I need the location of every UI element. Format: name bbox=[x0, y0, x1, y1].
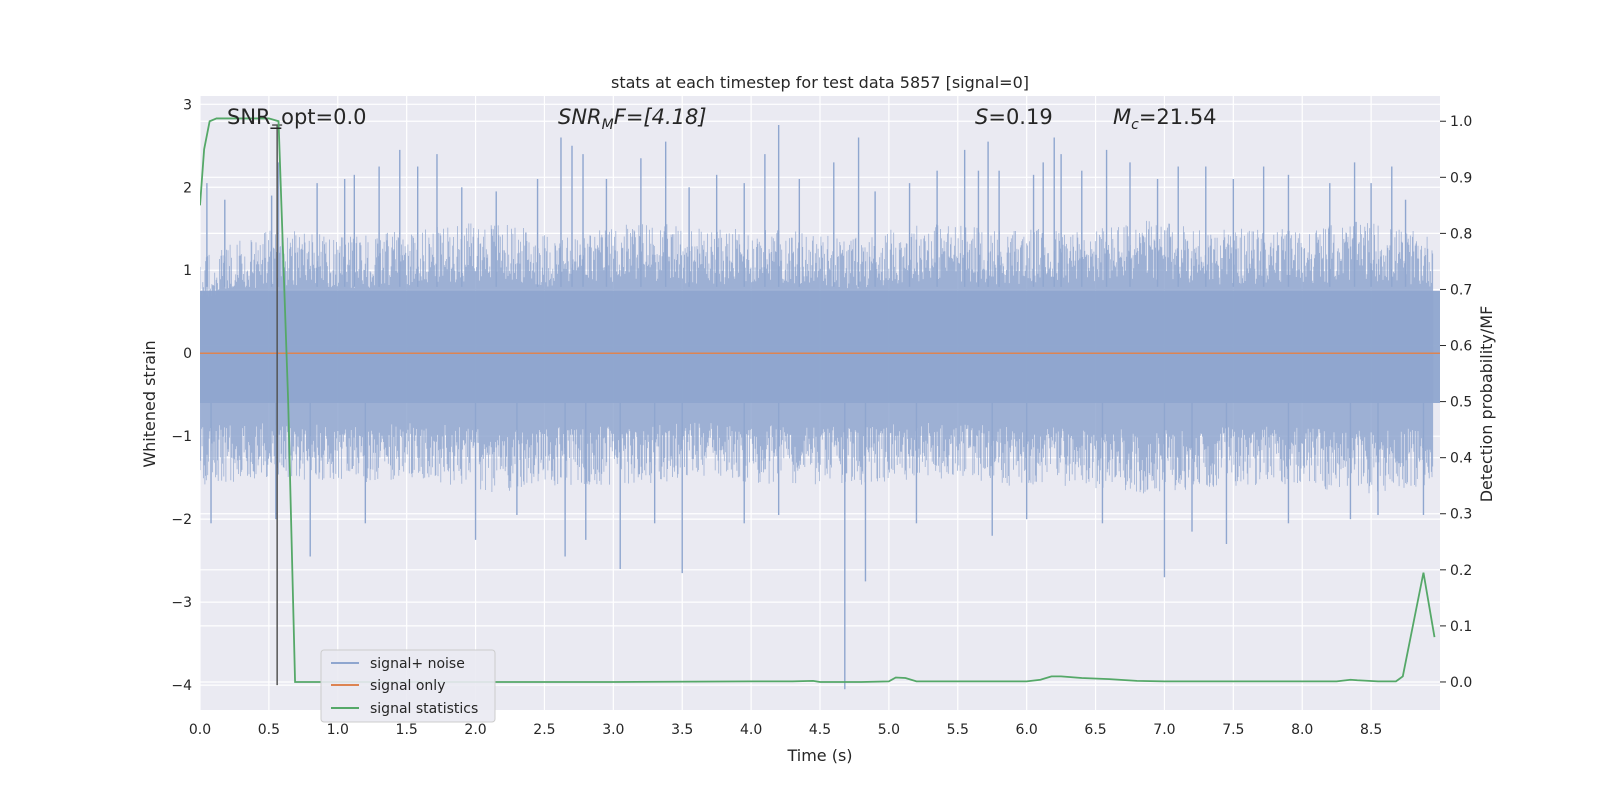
snr-mf-annotation: SNRMF=[4.18] bbox=[558, 105, 707, 133]
chart-title: stats at each timestep for test data 585… bbox=[611, 73, 1029, 92]
x-tick-label: 2.5 bbox=[533, 722, 555, 738]
y-right-tick-label: 0.1 bbox=[1450, 619, 1472, 635]
x-tick-label: 5.0 bbox=[878, 722, 900, 738]
x-axis-ticks: 0.0 0.5 1.0 1.5 2.0 2.5 3.0 3.5 4.0 4.5 5.0 5.5 6.0 6… bbox=[189, 722, 1382, 738]
x-tick-label: 0.5 bbox=[258, 722, 280, 738]
x-tick-label: 7.0 bbox=[1153, 722, 1175, 738]
x-tick-label: 6.5 bbox=[1084, 722, 1106, 738]
y-right-tick-label: 0.9 bbox=[1450, 170, 1472, 186]
s-symbol: S bbox=[975, 105, 988, 129]
mc-value: =21.54 bbox=[1139, 105, 1217, 129]
y-left-tick-label: −4 bbox=[171, 678, 192, 694]
snr-mf-subscript: M bbox=[602, 117, 614, 133]
x-tick-label: 2.0 bbox=[464, 722, 486, 738]
y-left-tick-label: 2 bbox=[183, 180, 192, 196]
x-tick-label: 1.0 bbox=[327, 722, 349, 738]
y-right-tick-label: 0.4 bbox=[1450, 451, 1472, 467]
y-left-tick-label: −3 bbox=[171, 595, 192, 611]
y-right-tick-label: 0.8 bbox=[1450, 226, 1472, 242]
x-tick-label: 5.5 bbox=[947, 722, 969, 738]
y-right-tick-label: 0.3 bbox=[1450, 507, 1472, 523]
y-right-tick-label: 0.0 bbox=[1450, 675, 1472, 691]
y-right-tick-label: 0.7 bbox=[1450, 282, 1472, 298]
x-tick-label: 4.5 bbox=[809, 722, 831, 738]
y-right-tick-label: 0.6 bbox=[1450, 339, 1472, 355]
mc-symbol: M bbox=[1113, 105, 1131, 129]
y-axis-right-label: Detection probability/MF bbox=[1477, 306, 1496, 503]
y-axis-right-ticks: 1.0 0.9 0.8 0.7 0.6 0.5 0.4 0.3 0.2 0.1 0.0 bbox=[1440, 114, 1472, 691]
y-axis-left-label: Whitened strain bbox=[140, 340, 159, 467]
y-left-tick-label: −2 bbox=[171, 512, 192, 528]
y-right-tick-label: 1.0 bbox=[1450, 114, 1472, 130]
x-tick-label: 8.5 bbox=[1360, 722, 1382, 738]
x-tick-label: 3.0 bbox=[602, 722, 624, 738]
legend-label-stats: signal statistics bbox=[370, 701, 478, 717]
legend-label-signal: signal only bbox=[370, 678, 445, 694]
series-lines bbox=[200, 117, 1440, 686]
x-axis-label: Time (s) bbox=[786, 746, 852, 765]
y-left-tick-label: 1 bbox=[183, 263, 192, 279]
y-left-tick-label: −1 bbox=[171, 429, 192, 445]
snr-opt-annotation: SNR_opt=0.0 bbox=[227, 105, 367, 130]
x-tick-label: 4.0 bbox=[740, 722, 762, 738]
x-tick-label: 7.5 bbox=[1222, 722, 1244, 738]
signal-statistics-line bbox=[200, 117, 1436, 683]
x-tick-label: 1.5 bbox=[396, 722, 418, 738]
legend-box bbox=[320, 649, 496, 723]
signal-noise-series bbox=[200, 125, 1440, 690]
y-left-tick-label: 0 bbox=[183, 346, 192, 362]
x-tick-label: 0.0 bbox=[189, 722, 211, 738]
noise-trace bbox=[200, 220, 1434, 494]
mc-subscript: c bbox=[1131, 117, 1139, 133]
legend: signal+ noise signal only signal statist… bbox=[320, 649, 496, 723]
snr-mf-value: F=[4.18] bbox=[614, 105, 707, 129]
snr-mf-symbol: SNR bbox=[558, 105, 602, 129]
mc-annotation: Mc=21.54 bbox=[1113, 105, 1217, 133]
s-value: =0.19 bbox=[988, 105, 1052, 129]
y-right-tick-label: 0.5 bbox=[1450, 395, 1472, 411]
x-tick-label: 6.0 bbox=[1016, 722, 1038, 738]
y-axis-left-ticks: 3 2 1 0 −1 −2 −3 −4 bbox=[171, 97, 192, 694]
legend-label-noise: signal+ noise bbox=[370, 656, 465, 672]
s-annotation: S=0.19 bbox=[975, 105, 1053, 129]
x-tick-label: 8.0 bbox=[1291, 722, 1313, 738]
y-left-tick-label: 3 bbox=[183, 97, 192, 113]
x-tick-label: 3.5 bbox=[671, 722, 693, 738]
y-right-tick-label: 0.2 bbox=[1450, 563, 1472, 579]
